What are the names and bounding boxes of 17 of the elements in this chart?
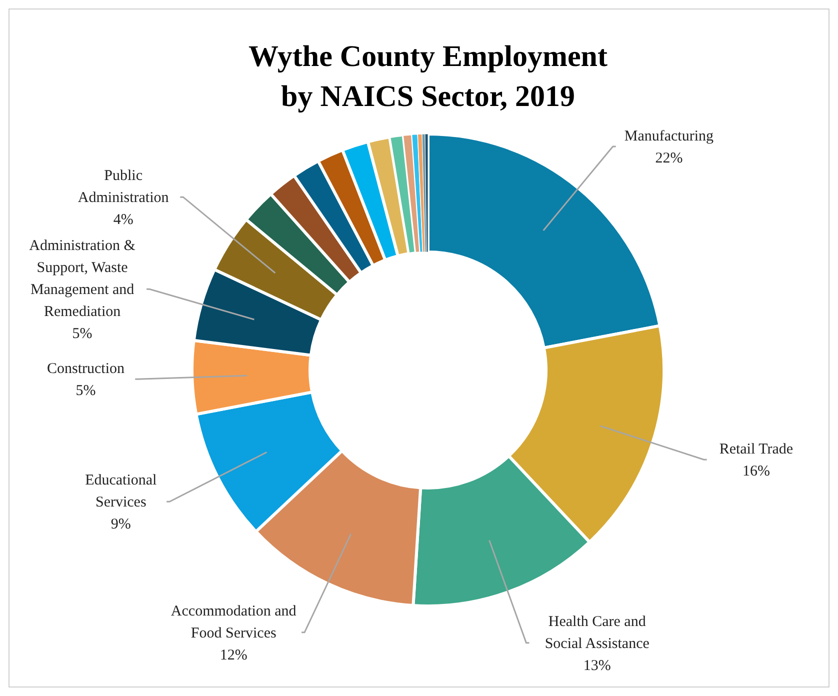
slice-label: Accommodation and Food Services	[170, 603, 297, 642]
data-label: 5%	[72, 326, 92, 342]
slice-label: Manufacturing	[624, 128, 714, 145]
slice-label: Construction	[46, 361, 125, 378]
slice-label: Educational Services	[85, 472, 157, 511]
data-label: 9%	[110, 516, 131, 533]
data-label: 22%	[655, 150, 683, 167]
slice-label: Administration & Support, Waste Management and Remediation	[29, 238, 136, 320]
data-label: 4%	[113, 212, 134, 228]
data-label: 16%	[742, 464, 770, 480]
data-label: 13%	[583, 658, 611, 674]
data-label: 12%	[220, 647, 248, 664]
slice-label: Health Care and Social Assistance	[544, 614, 650, 652]
data-label: 5%	[76, 383, 96, 400]
slice-label: Retail Trade	[719, 442, 794, 458]
chart-title: Wythe County Employment by NAICS Sector, 2019	[248, 40, 608, 113]
slice-label: Public Administration	[78, 168, 170, 206]
